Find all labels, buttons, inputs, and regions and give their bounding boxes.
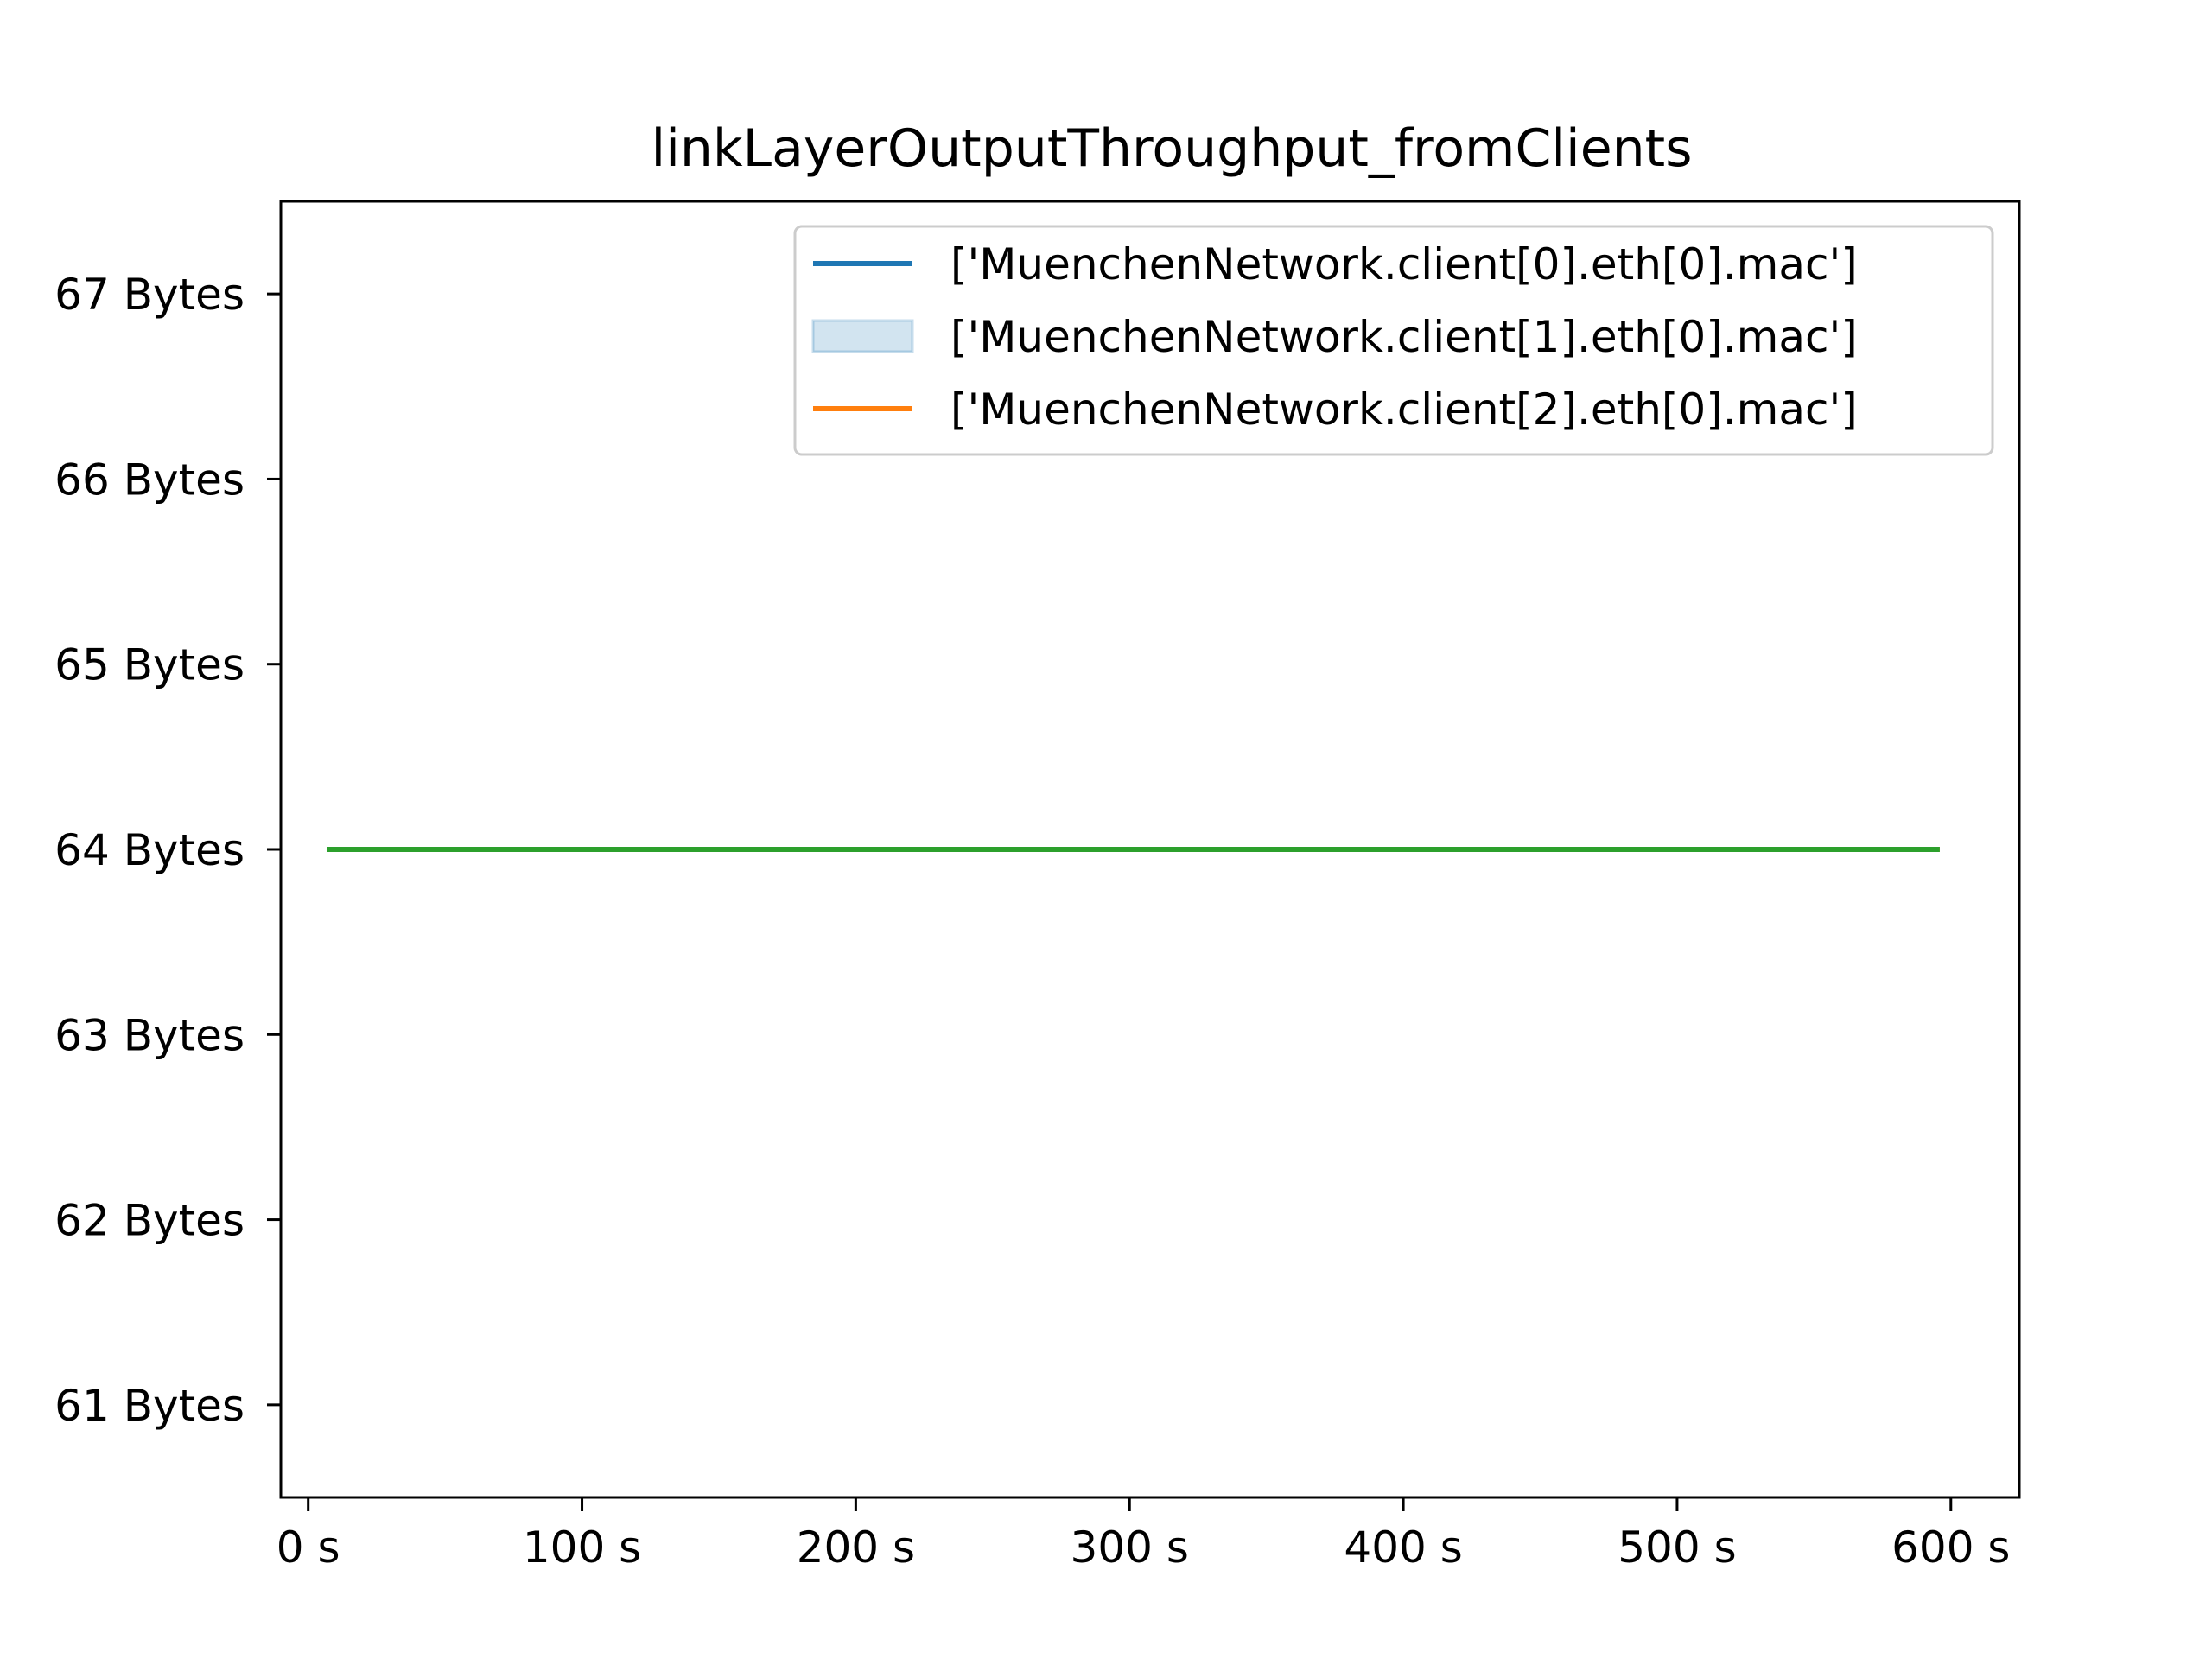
x-tick-label: 0 s (276, 1522, 340, 1573)
legend-box (793, 225, 1994, 456)
x-tick-label: 100 s (523, 1522, 641, 1573)
x-tick-label: 200 s (797, 1522, 915, 1573)
x-tick-label: 300 s (1071, 1522, 1189, 1573)
legend-swatch-patch (811, 319, 914, 353)
y-tick-label: 67 Bytes (54, 270, 245, 320)
x-tick-label: 500 s (1618, 1522, 1736, 1573)
y-axis-ticks: 61 Bytes 62 Bytes 63 Bytes 64 Bytes 65 Bytes… (54, 270, 281, 1431)
y-tick-label: 63 Bytes (54, 1010, 245, 1060)
legend: ['MuenchenNetwork.client[0].eth[0].mac']… (793, 225, 1994, 456)
y-tick-label: 64 Bytes (54, 825, 245, 875)
y-tick-label: 61 Bytes (54, 1381, 245, 1431)
y-tick-label: 66 Bytes (54, 454, 245, 505)
x-tick-label: 400 s (1344, 1522, 1462, 1573)
y-tick-label: 65 Bytes (54, 640, 245, 690)
legend-label: ['MuenchenNetwork.client[1].eth[0].mac'] (950, 312, 1858, 362)
chart-title: linkLayerOutputThroughput_fromClients (652, 118, 1693, 179)
y-tick-label: 62 Bytes (54, 1196, 245, 1246)
legend-label: ['MuenchenNetwork.client[0].eth[0].mac'] (950, 239, 1858, 289)
x-tick-label: 600 s (1891, 1522, 2010, 1573)
x-axis-ticks: 0 s 100 s 200 s 300 s 400 s 500 s 600 s (276, 1497, 2010, 1573)
legend-label: ['MuenchenNetwork.client[2].eth[0].mac'] (950, 385, 1858, 435)
